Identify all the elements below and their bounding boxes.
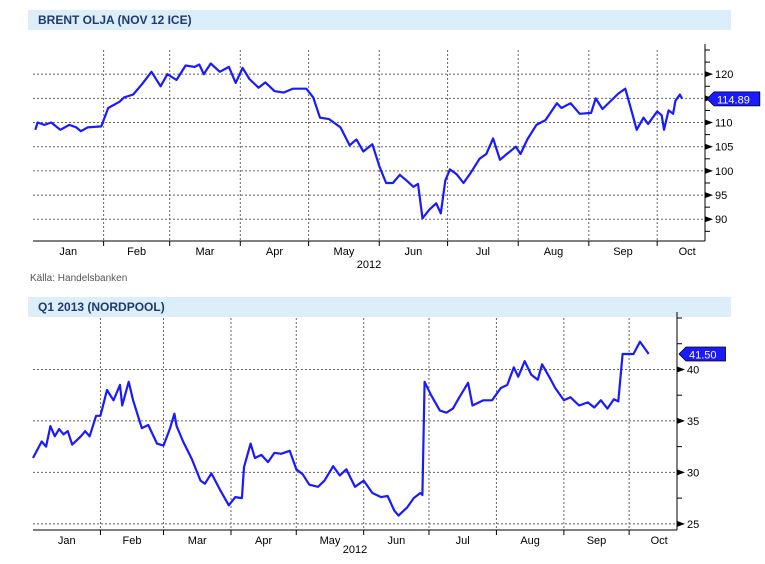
y-tick-label: 120: [715, 69, 733, 81]
x-tick-label: Apr: [266, 246, 283, 258]
x-tick-label: Oct: [651, 535, 668, 547]
source-note: Källa: Handelsbanken: [30, 273, 128, 284]
last-value-tag: [706, 91, 761, 107]
chart-title-brent: BRENT OLJA (NOV 12 ICE): [28, 10, 731, 30]
y-tick: [677, 366, 685, 373]
last-value-tag: [678, 346, 726, 362]
y-tick: [705, 71, 713, 78]
x-tick-label: Mar: [196, 246, 215, 258]
y-tick: [705, 216, 713, 223]
y-tick-label: 25: [687, 519, 699, 531]
y-tick-label: 40: [687, 364, 699, 376]
x-tick-label: Jun: [387, 535, 405, 547]
x-tick-label: Feb: [127, 246, 146, 258]
chart-title-nordpool: Q1 2013 (NORDPOOL): [28, 297, 731, 317]
x-tick-label: Aug: [520, 535, 540, 547]
x-tick-label: May: [334, 246, 355, 258]
y-tick-label: 110: [715, 118, 733, 130]
x-tick-label: Jul: [476, 246, 490, 258]
brent-chart: 90 95 100 105 110 120 Jan Feb Mar Apr May Jun Jul Aug…: [33, 44, 761, 270]
x-tick-label: Mar: [188, 535, 207, 547]
y-tick: [677, 520, 685, 527]
y-tick-label: 105: [715, 142, 733, 154]
x-axis-label: 2012: [343, 544, 367, 556]
y-tick-label: 35: [687, 416, 699, 428]
x-tick-label: Sep: [587, 535, 607, 547]
x-tick-label: Jan: [58, 535, 76, 547]
y-tick-label: 95: [715, 190, 727, 202]
x-tick-label: Oct: [679, 246, 696, 258]
y-tick-label: 100: [715, 166, 733, 178]
x-axis-label: 2012: [357, 259, 381, 270]
x-tick-label: May: [320, 535, 341, 547]
x-tick-label: Feb: [123, 535, 142, 547]
y-tick: [677, 417, 685, 424]
y-tick: [705, 119, 713, 126]
x-tick-label: Jul: [456, 535, 470, 547]
x-tick-label: Jun: [405, 246, 423, 258]
last-value-label: 41.50: [689, 350, 717, 362]
series-line: [34, 62, 684, 220]
x-tick-label: Apr: [255, 535, 272, 547]
series-line: [32, 340, 650, 517]
y-tick: [677, 469, 685, 476]
x-tick-label: Aug: [544, 246, 564, 258]
x-tick-label: Jan: [59, 246, 77, 258]
y-tick-label: 30: [687, 467, 699, 479]
y-tick: [705, 167, 713, 174]
y-tick: [705, 143, 713, 150]
y-tick-label: 90: [715, 214, 727, 226]
x-tick-label: Sep: [613, 246, 633, 258]
y-tick: [705, 192, 713, 199]
last-value-label: 114.89: [717, 94, 750, 106]
